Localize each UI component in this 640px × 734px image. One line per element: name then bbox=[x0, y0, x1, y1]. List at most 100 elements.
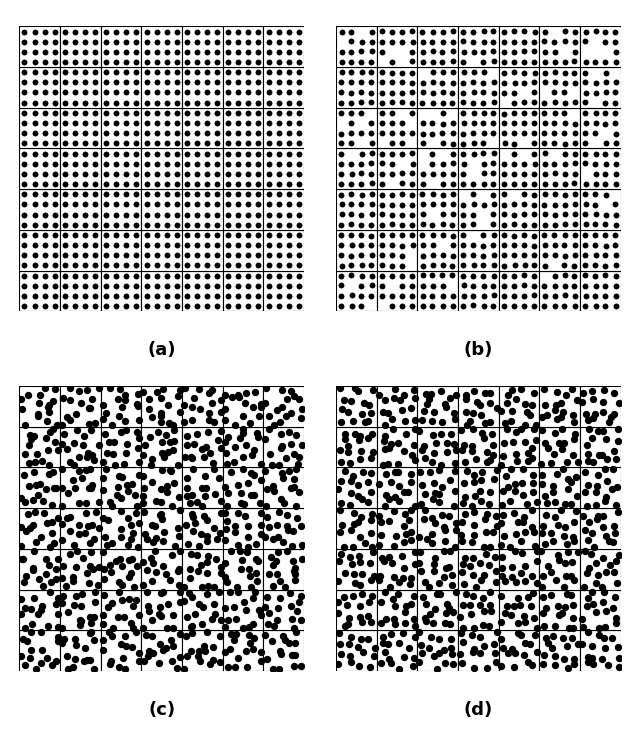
Point bbox=[24, 440, 34, 451]
Bar bbox=[377, 189, 417, 230]
Point bbox=[16, 650, 26, 662]
Point bbox=[274, 459, 284, 470]
Point bbox=[394, 637, 404, 649]
Point bbox=[233, 26, 243, 37]
Point bbox=[116, 561, 127, 573]
Point bbox=[380, 500, 390, 512]
Point bbox=[60, 127, 70, 139]
Point bbox=[540, 199, 550, 211]
Point bbox=[479, 128, 489, 139]
Point bbox=[36, 626, 46, 638]
Point bbox=[44, 406, 54, 418]
Point bbox=[445, 392, 455, 404]
Point bbox=[468, 26, 478, 37]
Point bbox=[458, 56, 468, 68]
Point bbox=[362, 415, 372, 427]
Point bbox=[377, 117, 387, 129]
Point bbox=[268, 559, 278, 570]
Point bbox=[499, 290, 509, 302]
Point bbox=[519, 117, 529, 129]
Point bbox=[401, 600, 411, 612]
Point bbox=[253, 300, 263, 312]
Point bbox=[209, 416, 219, 428]
Point bbox=[499, 56, 509, 68]
Point bbox=[35, 478, 45, 490]
Point bbox=[19, 117, 29, 129]
Point bbox=[19, 250, 29, 261]
Point bbox=[398, 627, 408, 639]
Point bbox=[120, 631, 131, 642]
Point bbox=[148, 647, 158, 659]
Point bbox=[397, 87, 407, 98]
Bar bbox=[263, 271, 304, 311]
Point bbox=[156, 393, 166, 404]
Point bbox=[60, 158, 70, 170]
Point bbox=[80, 189, 90, 200]
Point bbox=[410, 414, 420, 426]
Point bbox=[264, 250, 274, 261]
Point bbox=[467, 446, 477, 457]
Point bbox=[602, 454, 612, 465]
Point bbox=[591, 148, 601, 159]
Point bbox=[172, 178, 182, 190]
Point bbox=[598, 552, 608, 564]
Point bbox=[294, 208, 304, 220]
Point bbox=[182, 208, 193, 220]
Point bbox=[294, 300, 304, 312]
Point bbox=[284, 26, 294, 37]
Point bbox=[557, 608, 568, 619]
Point bbox=[356, 148, 367, 160]
Point bbox=[401, 528, 411, 539]
Point bbox=[214, 656, 225, 668]
Point bbox=[243, 476, 253, 488]
Point bbox=[572, 490, 582, 501]
Point bbox=[488, 87, 499, 99]
Point bbox=[421, 388, 431, 400]
Point bbox=[569, 260, 579, 272]
Point bbox=[49, 137, 60, 149]
Point bbox=[468, 280, 478, 292]
Bar bbox=[499, 108, 540, 148]
Point bbox=[244, 417, 255, 429]
Point bbox=[518, 127, 529, 139]
Point bbox=[116, 505, 126, 517]
Point bbox=[243, 661, 253, 673]
Point bbox=[111, 76, 121, 88]
Point bbox=[93, 523, 104, 534]
Point bbox=[49, 97, 60, 109]
Point bbox=[114, 661, 124, 673]
Point bbox=[570, 219, 580, 230]
Point bbox=[336, 270, 346, 282]
Point bbox=[157, 586, 168, 597]
Point bbox=[253, 604, 264, 616]
Point bbox=[582, 415, 593, 426]
Point bbox=[356, 66, 367, 78]
Point bbox=[161, 137, 172, 149]
Point bbox=[407, 67, 417, 79]
Point bbox=[161, 280, 172, 291]
Point bbox=[498, 485, 508, 497]
Point bbox=[529, 67, 540, 79]
Point bbox=[86, 617, 97, 628]
Point bbox=[19, 280, 29, 291]
Point bbox=[559, 300, 570, 312]
Point bbox=[228, 456, 239, 468]
Point bbox=[192, 239, 202, 251]
Point bbox=[44, 399, 54, 411]
Bar bbox=[141, 108, 182, 148]
Point bbox=[422, 398, 432, 410]
Point bbox=[128, 527, 138, 539]
Point bbox=[49, 87, 60, 98]
Point bbox=[131, 127, 141, 139]
Point bbox=[131, 270, 141, 282]
Point bbox=[357, 617, 367, 628]
Point bbox=[417, 444, 427, 456]
Point bbox=[207, 397, 218, 409]
Point bbox=[296, 660, 306, 672]
Point bbox=[209, 522, 220, 534]
Point bbox=[88, 564, 98, 575]
Point bbox=[60, 168, 70, 180]
Point bbox=[216, 567, 226, 578]
Point bbox=[29, 250, 40, 261]
Point bbox=[557, 632, 568, 644]
